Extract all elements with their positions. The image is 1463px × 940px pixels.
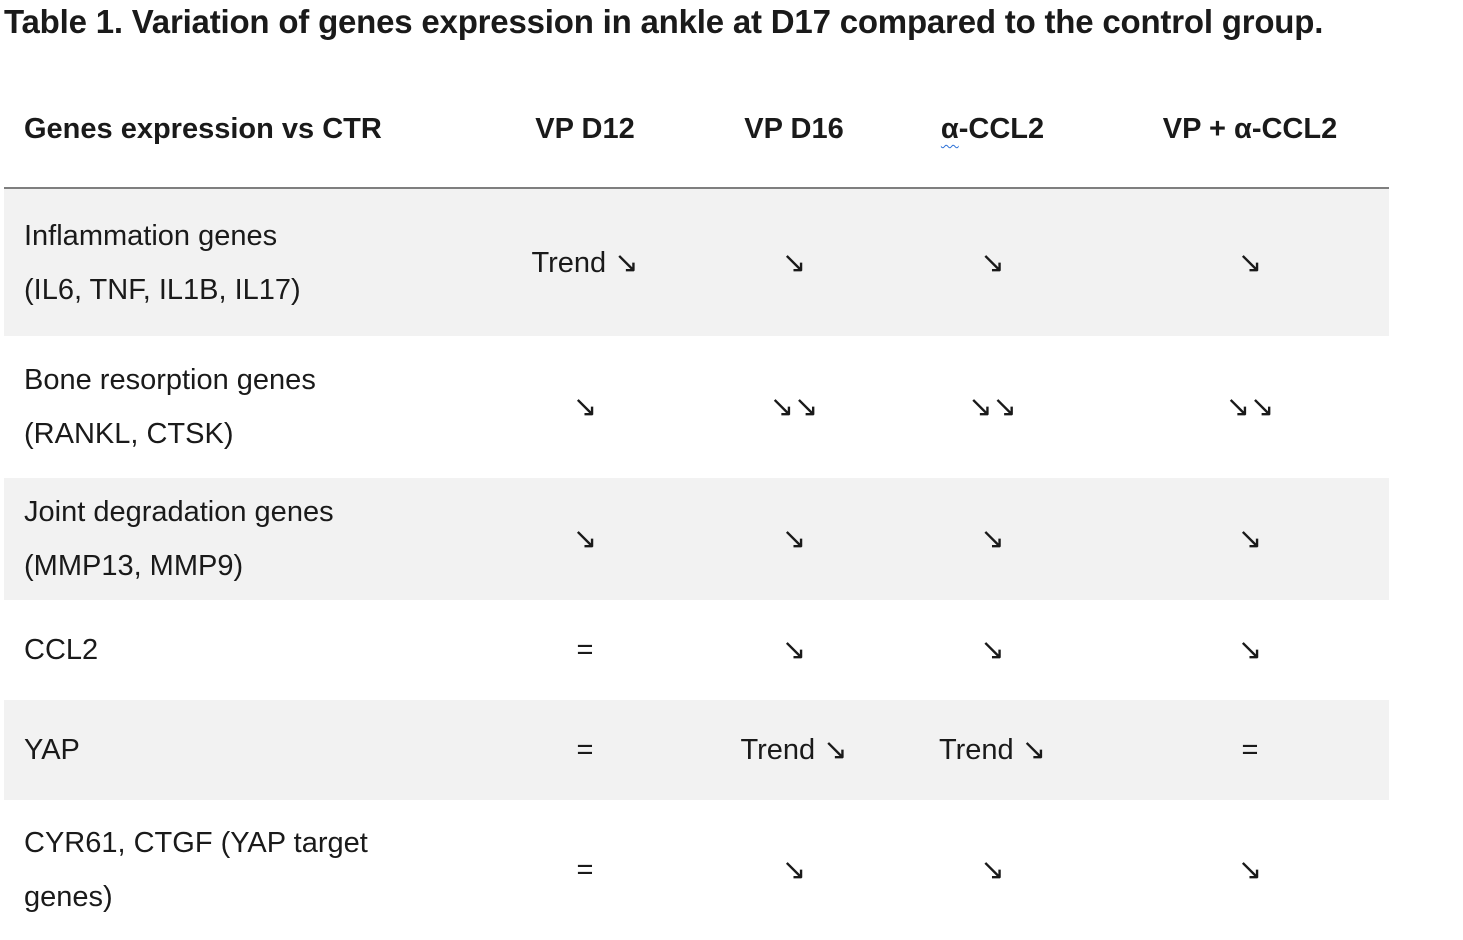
row-label: Inflammation genes (IL6, TNF, IL1B, IL17… <box>4 188 456 336</box>
cell-vp-d12: ↘ <box>572 391 598 423</box>
cell-vp-d16: ↘ <box>781 854 807 886</box>
cell-vp-d12: = <box>576 854 594 886</box>
header-alpha-symbol: α <box>940 113 959 145</box>
row-label-line: CCL2 <box>24 634 99 666</box>
cell-vp-plus-alpha-ccl2: ↘ <box>1237 634 1263 666</box>
cell-alpha-ccl2: ↘ <box>980 634 1005 666</box>
table-row: Inflammation genes (IL6, TNF, IL1B, IL17… <box>4 188 1389 336</box>
row-label-line: Bone resorption genes <box>24 364 316 396</box>
cell-vp-d16: Trend ↘ <box>714 700 874 800</box>
cell-vp-plus-alpha-ccl2: ↘ <box>1111 188 1389 336</box>
cell-vp-plus-alpha-ccl2: = <box>1111 700 1389 800</box>
cell-vp-d12: = <box>456 700 714 800</box>
cell-vp-d16: ↘ <box>714 188 874 336</box>
table-row: Bone resorption genes (RANKL, CTSK) ↘ ↘↘… <box>4 336 1389 478</box>
row-label: Bone resorption genes (RANKL, CTSK) <box>4 336 456 478</box>
table-row: YAP = Trend ↘ Trend ↘ = <box>4 700 1389 800</box>
table-row: CYR61, CTGF (YAP target genes) = ↘ ↘ ↘ <box>4 800 1389 940</box>
header-vp-d16: VP D16 <box>714 72 874 189</box>
row-label-line: YAP <box>24 734 80 766</box>
header-genes-expression: Genes expression vs CTR <box>4 72 456 189</box>
cell-vp-d12: ↘ <box>456 478 714 600</box>
gene-expression-table: Genes expression vs CTR VP D12 VP D16 α-… <box>4 72 1389 940</box>
row-label-line: genes) <box>24 881 113 913</box>
header-vp-d12: VP D12 <box>456 72 714 189</box>
cell-alpha-ccl2: ↘ <box>874 188 1111 336</box>
header-alpha-ccl2-rest: -CCL2 <box>958 113 1045 145</box>
row-label-line: Inflammation genes <box>24 219 278 252</box>
row-label-line: CYR61, CTGF (YAP target <box>24 827 368 859</box>
cell-vp-d12: Trend ↘ <box>456 188 714 336</box>
cell-vp-d16: ↘↘ <box>769 391 819 423</box>
cell-vp-d12: = <box>576 634 594 666</box>
cell-alpha-ccl2: Trend ↘ <box>874 700 1111 800</box>
cell-vp-d16: ↘ <box>781 634 807 666</box>
table-title: Table 1. Variation of genes expression i… <box>4 3 1324 40</box>
row-label: YAP <box>4 700 456 800</box>
row-label-line: (IL6, TNF, IL1B, IL17) <box>24 273 301 306</box>
cell-alpha-ccl2: ↘↘ <box>968 391 1017 423</box>
cell-vp-plus-alpha-ccl2: ↘↘ <box>1225 391 1275 423</box>
row-label-line: (MMP13, MMP9) <box>24 550 244 582</box>
header-alpha-ccl2: α-CCL2 <box>874 72 1111 189</box>
table-row: Joint degradation genes (MMP13, MMP9) ↘ … <box>4 478 1389 600</box>
cell-alpha-ccl2: ↘ <box>874 478 1111 600</box>
cell-vp-plus-alpha-ccl2: ↘ <box>1111 478 1389 600</box>
row-label: CCL2 <box>4 600 456 700</box>
cell-alpha-ccl2: ↘ <box>980 854 1005 886</box>
cell-vp-d16: ↘ <box>714 478 874 600</box>
row-label-line: Joint degradation genes <box>24 496 334 528</box>
row-label: CYR61, CTGF (YAP target genes) <box>4 800 456 940</box>
row-label: Joint degradation genes (MMP13, MMP9) <box>4 478 456 600</box>
table-header-row: Genes expression vs CTR VP D12 VP D16 α-… <box>4 72 1389 189</box>
row-label-line: (RANKL, CTSK) <box>24 418 234 450</box>
cell-vp-plus-alpha-ccl2: ↘ <box>1237 854 1263 886</box>
table-row: CCL2 = ↘ ↘ ↘ <box>4 600 1389 700</box>
header-vp-plus-alpha-ccl2: VP + α-CCL2 <box>1111 72 1389 189</box>
